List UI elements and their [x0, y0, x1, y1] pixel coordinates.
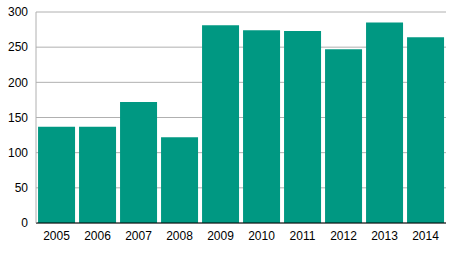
svg-text:150: 150: [8, 111, 28, 125]
svg-text:2014: 2014: [412, 229, 439, 243]
svg-text:300: 300: [8, 5, 28, 19]
svg-text:2012: 2012: [330, 229, 357, 243]
svg-text:2009: 2009: [207, 229, 234, 243]
svg-text:2008: 2008: [166, 229, 193, 243]
svg-text:250: 250: [8, 40, 28, 54]
svg-text:50: 50: [15, 181, 29, 195]
svg-text:2013: 2013: [371, 229, 398, 243]
svg-text:2010: 2010: [248, 229, 275, 243]
svg-text:100: 100: [8, 146, 28, 160]
svg-text:2011: 2011: [290, 229, 316, 243]
svg-text:0: 0: [21, 216, 28, 230]
svg-text:2007: 2007: [125, 229, 152, 243]
svg-text:2006: 2006: [84, 229, 111, 243]
svg-text:200: 200: [8, 76, 28, 90]
svg-text:2005: 2005: [43, 229, 70, 243]
